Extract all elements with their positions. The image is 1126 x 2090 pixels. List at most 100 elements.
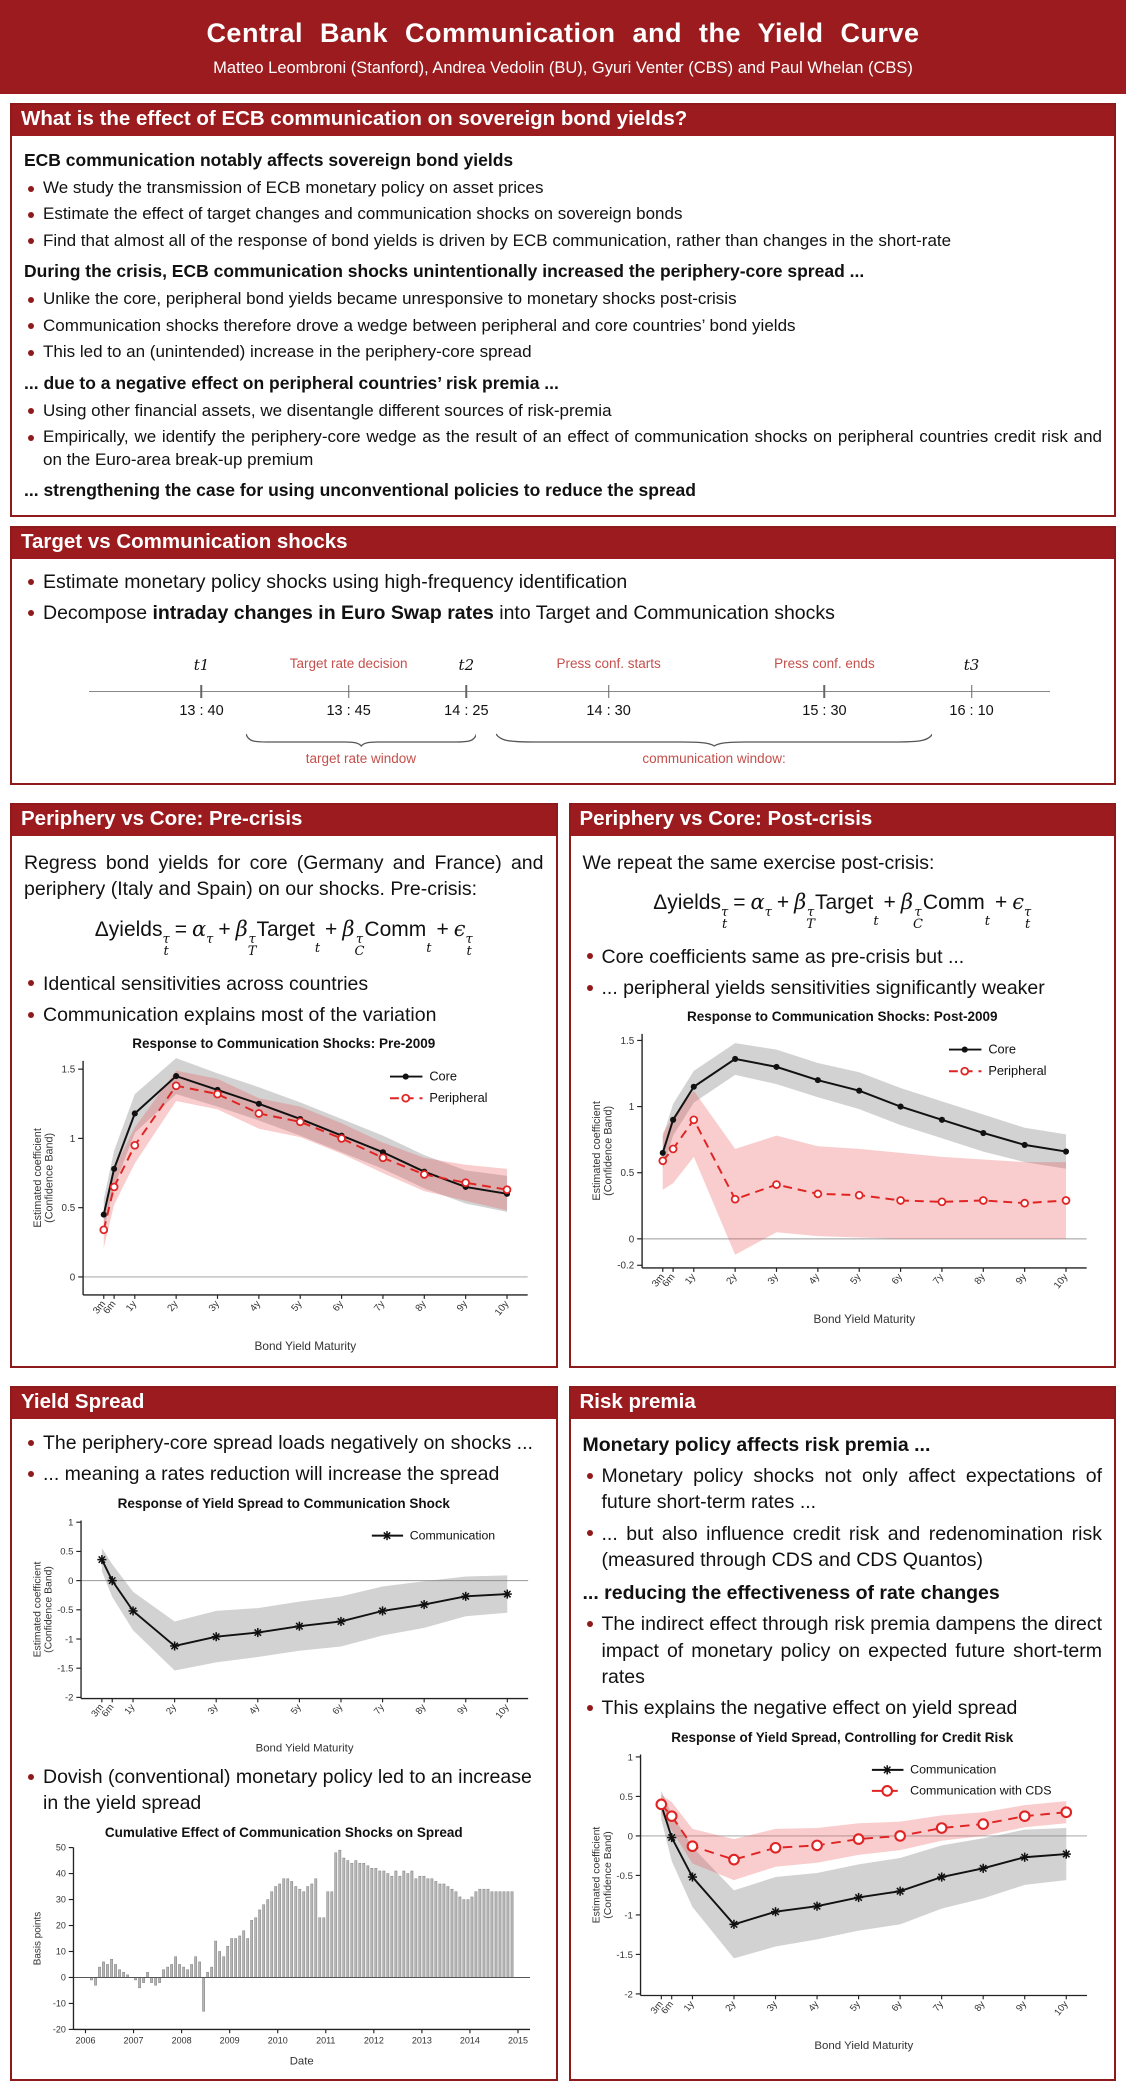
svg-text:2006: 2006 [75, 2035, 95, 2045]
eq-operator: + [883, 891, 896, 915]
svg-text:10: 10 [56, 1946, 66, 1956]
precrisis-intro: Regress bond yields for core (Germany an… [24, 851, 544, 901]
svg-text:6m: 6m [101, 1299, 118, 1317]
svg-text:8y: 8y [972, 1999, 987, 2014]
svg-text:4y: 4y [806, 1999, 821, 2014]
post2009-chart-svg: -0.2 0 0.5 1 1.5 3m 6m 1y 2y 3y 4y 5y 6y… [590, 1034, 1087, 1326]
section-shocks-title: Target vs Communication shocks [12, 527, 1114, 559]
bullet-item: Communication explains most of the varia… [24, 1002, 544, 1028]
eq-operator: + [436, 918, 449, 942]
timeline-window-label: target rate window [305, 750, 417, 766]
credit-chart-title: Response of Yield Spread, Controlling fo… [671, 1729, 1014, 1745]
section-postcrisis-body: We repeat the same exercise post-crisis:… [571, 836, 1115, 1340]
section-risk-premia-body: Monetary policy affects risk premia ... … [571, 1419, 1115, 2064]
eq-term: Δyields τ t [653, 891, 729, 933]
spread-chart-svg: 1 0.5 0 -0.5 -1 -1.5 -2 3m 6m 1y 2y 3y 4… [32, 1517, 529, 1754]
section-shocks: Target vs Communication shocks Estimate … [10, 525, 1116, 785]
svg-text:30: 30 [56, 1894, 66, 1904]
svg-text:10y: 10y [1051, 1272, 1069, 1291]
cumulative-chart-svg: 50 40 30 20 10 0 -10 -20 2006 2007 2008 … [32, 1842, 531, 2067]
section-postcrisis: Periphery vs Core: Post-crisis We repeat… [568, 802, 1116, 1369]
bullet-item: The indirect effect through risk premia … [583, 1611, 1102, 1690]
credit-chart: 1 0.5 0 -0.5 -1 -1.5 -2 3m 6m 1y 2y 3y 4… [583, 1745, 1103, 2057]
svg-text:2y: 2y [724, 1272, 739, 1287]
svg-text:9y: 9y [1013, 1272, 1028, 1287]
bullet-item: We study the transmission of ECB monetar… [24, 177, 1102, 199]
svg-text:5y: 5y [289, 1702, 304, 1717]
svg-text:1.5: 1.5 [620, 1036, 634, 1047]
bullet-item: This explains the negative effect on yie… [583, 1695, 1103, 1721]
timeline-tick-mark [823, 684, 826, 698]
svg-text:2011: 2011 [316, 2035, 335, 2045]
poster-header: Central Bank Communication and the Yield… [0, 0, 1126, 94]
credit-chart-svg: 1 0.5 0 -0.5 -1 -1.5 -2 3m 6m 1y 2y 3y 4… [590, 1752, 1087, 2052]
timeline-diagram: t1 13 : 40 Target rate decision 13 : 45 … [88, 639, 1070, 775]
spread-chart: 1 0.5 0 -0.5 -1 -1.5 -2 3m 6m 1y 2y 3y 4… [24, 1511, 544, 1759]
timeline-time: 15 : 30 [802, 702, 847, 719]
svg-text:Estimated coefficient(Confiden: Estimated coefficient(Confidence Band) [32, 1561, 54, 1657]
overview-bullets-2: Unlike the core, peripheral bond yields … [24, 288, 1102, 363]
bullet-item: Estimate monetary policy shocks using hi… [24, 569, 1102, 595]
overview-lead-3: ... due to a negative effect on peripher… [24, 372, 559, 393]
section-precrisis: Periphery vs Core: Pre-crisis Regress bo… [10, 802, 558, 1369]
pre2009-chart-svg: 0 0.5 1 1.5 3m 6m 1y 2y 3y 4y 5y 6y 7y 8… [32, 1058, 528, 1353]
svg-text:3y: 3y [206, 1702, 221, 1717]
svg-text:6y: 6y [889, 1999, 904, 2014]
svg-text:9y: 9y [455, 1299, 470, 1314]
svg-text:3y: 3y [765, 1272, 780, 1287]
section-yield-spread-body: The periphery-core spread loads negative… [12, 1419, 556, 2079]
bullet-item: Decompose intraday changes in Euro Swap … [24, 600, 1102, 626]
svg-text:Communication with CDS: Communication with CDS [910, 1783, 1051, 1797]
section-risk-premia: Risk premia Monetary policy affects risk… [568, 1386, 1116, 2081]
svg-text:7y: 7y [931, 1272, 946, 1287]
svg-text:Peripheral: Peripheral [429, 1090, 487, 1105]
svg-text:Bond Yield Maturity: Bond Yield Maturity [813, 1312, 915, 1326]
precrisis-equation: Δyields τ t = α τ + β τ T Target t + β τ C Comm t + ϵ τ t [24, 917, 544, 958]
risk-lead-2: ... reducing the effectiveness of rate c… [582, 1582, 1000, 1605]
bullet-item: Empirically, we identify the periphery-c… [24, 426, 1102, 471]
eq-term: Comm t [922, 891, 990, 929]
bullet-item: ... peripheral yields sensitivities sign… [583, 975, 1103, 1001]
svg-text:3y: 3y [207, 1299, 222, 1314]
eq-operator: + [325, 918, 338, 942]
overview-bullets-3: Using other financial assets, we disenta… [24, 400, 1102, 471]
svg-text:2y: 2y [165, 1299, 180, 1314]
svg-text:Core: Core [988, 1042, 1016, 1057]
eq-term: Δyields τ t [94, 918, 170, 960]
cumulative-chart-title: Cumulative Effect of Communication Shock… [104, 1824, 463, 1840]
svg-text:Estimated coefficient(Confiden: Estimated coefficient(Confidence Band) [590, 1101, 614, 1200]
svg-text:Estimated coefficient(Confiden: Estimated coefficient(Confidence Band) [32, 1128, 56, 1227]
eq-term: Target t [814, 891, 879, 929]
svg-text:10y: 10y [1052, 1999, 1070, 2018]
eq-term: Target t [256, 918, 321, 956]
svg-text:7y: 7y [931, 1999, 946, 2014]
poster-title: Central Bank Communication and the Yield… [206, 18, 920, 48]
timeline-event-label: Target rate decision [289, 655, 408, 671]
spread-bullets-1: The periphery-core spread loads negative… [24, 1430, 544, 1488]
svg-text:2009: 2009 [220, 2035, 240, 2045]
svg-text:Estimated coefficient(Confiden: Estimated coefficient(Confidence Band) [590, 1826, 613, 1923]
overview-lead-2: During the crisis, ECB communication sho… [24, 261, 865, 282]
timeline-event-label: t1 [193, 655, 210, 674]
timeline-event-label: Press conf. ends [774, 655, 875, 671]
svg-text:2014: 2014 [460, 2035, 480, 2045]
timeline-window-label: communication window: [642, 750, 786, 766]
svg-text:8y: 8y [414, 1299, 429, 1314]
svg-text:1: 1 [68, 1517, 73, 1528]
svg-text:6y: 6y [889, 1272, 904, 1287]
risk-bullets-2: The indirect effect through risk premia … [583, 1611, 1103, 1721]
bullet-item: Communication shocks therefore drove a w… [24, 315, 1102, 337]
svg-text:Bond Yield Maturity: Bond Yield Maturity [256, 1742, 354, 1754]
row-results: Yield Spread The periphery-core spread l… [10, 1377, 1116, 2090]
section-yield-spread: Yield Spread The periphery-core spread l… [10, 1386, 558, 2081]
timeline-brace [246, 733, 477, 747]
bullet-item: Unlike the core, peripheral bond yields … [24, 288, 1102, 310]
svg-text:6m: 6m [659, 1999, 676, 2016]
risk-bullets-1: Monetary policy shocks not only affect e… [583, 1463, 1102, 1573]
bullet-item: Using other financial assets, we disenta… [24, 400, 1102, 422]
svg-text:5y: 5y [848, 1272, 863, 1287]
timeline-event-label: t3 [963, 655, 980, 674]
svg-text:2008: 2008 [172, 2035, 192, 2045]
